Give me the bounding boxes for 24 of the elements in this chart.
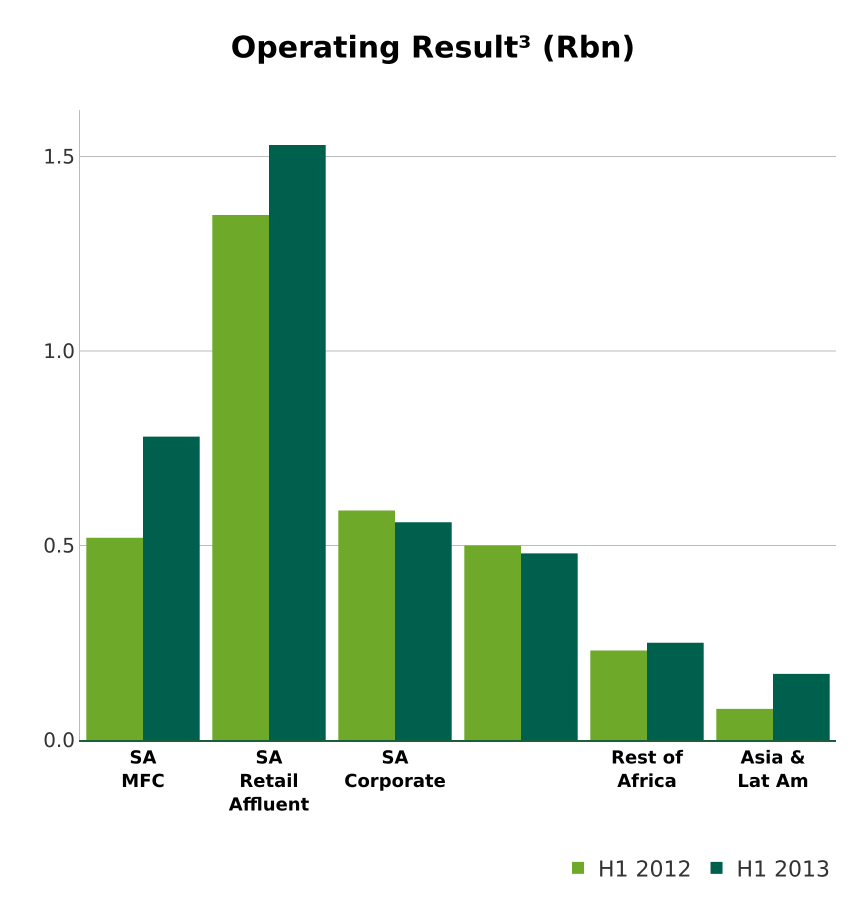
bar bbox=[269, 145, 326, 740]
x-tick-label: Asia & Lat Am bbox=[737, 748, 809, 792]
y-tick-label: 0.0 bbox=[43, 728, 75, 752]
legend-label: H1 2013 bbox=[736, 857, 830, 882]
bar bbox=[647, 642, 704, 740]
bar bbox=[464, 546, 521, 740]
y-tick-label: 1.5 bbox=[43, 144, 75, 169]
x-tick-label: SA Retail Affluent bbox=[228, 748, 310, 816]
bar bbox=[212, 215, 269, 740]
bar bbox=[143, 436, 200, 740]
bar bbox=[521, 553, 578, 740]
bar bbox=[395, 522, 452, 740]
bar bbox=[338, 510, 395, 740]
legend-label: H1 2012 bbox=[598, 857, 692, 882]
x-tick-label: SA Corporate bbox=[344, 748, 446, 792]
y-tick-label: 0.5 bbox=[43, 534, 75, 558]
chart-title: Operating Result³ (Rbn) bbox=[230, 30, 636, 66]
bar bbox=[590, 650, 647, 740]
x-tick-label: SA MFC bbox=[121, 748, 165, 792]
bar bbox=[86, 538, 143, 740]
x-tick-label: Rest of Africa bbox=[611, 748, 684, 792]
bar bbox=[716, 708, 773, 740]
bar bbox=[773, 674, 830, 740]
y-tick-label: 1.0 bbox=[43, 339, 75, 364]
